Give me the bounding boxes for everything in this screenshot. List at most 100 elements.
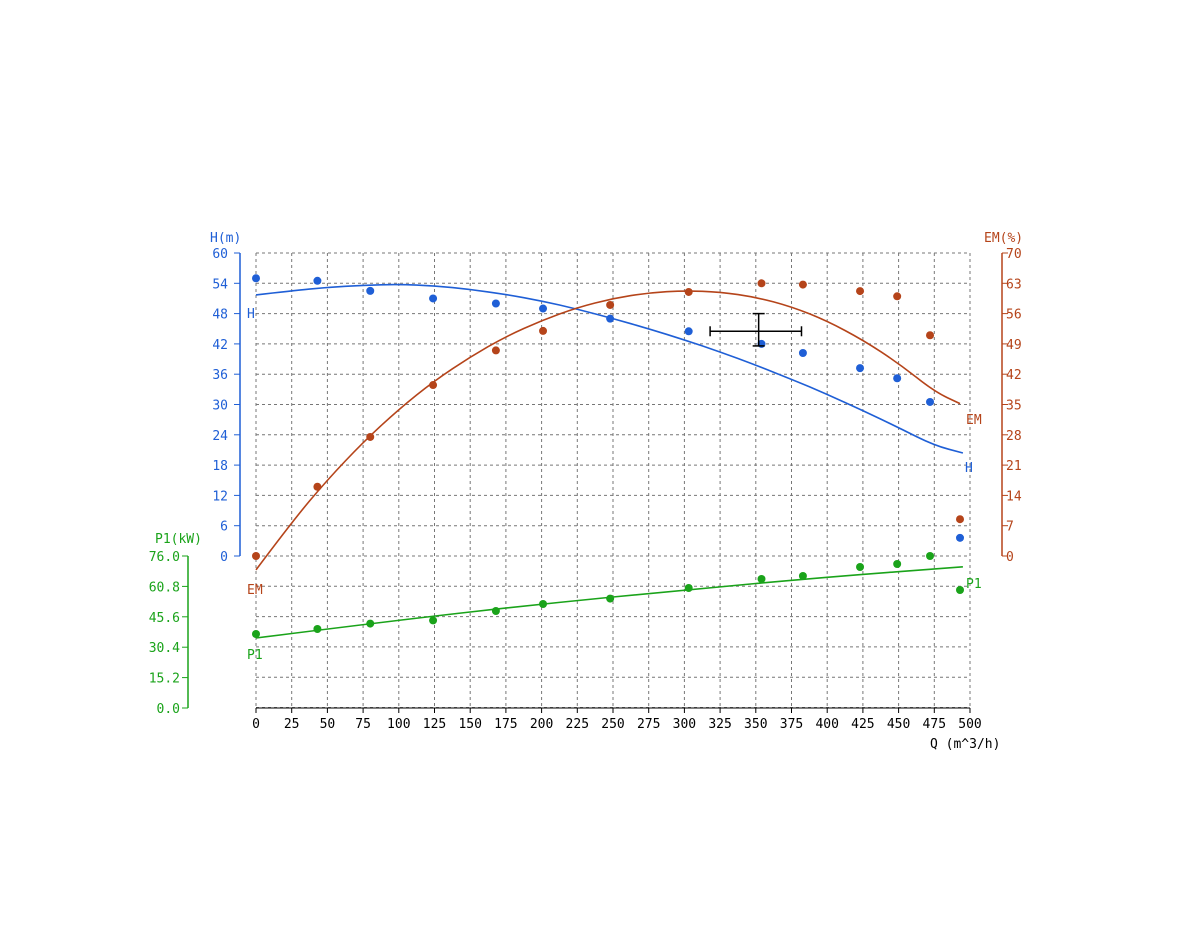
h-data-point — [313, 276, 322, 285]
h-tick-label: 54 — [212, 277, 228, 292]
p1-data-point — [429, 616, 438, 625]
p1-data-point — [956, 586, 965, 594]
p1-data-point — [366, 619, 375, 628]
h-curve-start-label: H — [247, 307, 255, 322]
em-data-point — [252, 552, 260, 560]
p1-data-point — [606, 594, 615, 603]
em-tick-label: 7 — [1006, 520, 1014, 535]
x-tick-label: 350 — [744, 717, 767, 732]
p1-axis-title: P1(kW) — [155, 532, 202, 547]
h-data-point — [252, 274, 260, 283]
h-data-point — [926, 397, 935, 406]
em-tick-label: 0 — [1006, 550, 1014, 565]
h-data-point — [429, 294, 438, 303]
em-tick-label: 56 — [1006, 308, 1022, 323]
data-points — [252, 274, 965, 638]
x-tick-label: 125 — [423, 717, 446, 732]
x-tick-label: 450 — [887, 717, 910, 732]
axis-labels: Q (m^3/h) H(m) EM(%) P1(kW) H H EM EM P1 P1 — [155, 231, 1023, 752]
p1-data-point — [893, 560, 902, 568]
h-tick-label: 36 — [212, 368, 228, 383]
p1-data-point — [313, 625, 322, 633]
em-data-point — [956, 515, 965, 524]
h-tick-label: 60 — [212, 247, 228, 262]
p1-curve-start-label: P1 — [247, 648, 263, 663]
em-curve-start-label: EM — [247, 583, 263, 598]
p1-tick-label: 0.0 — [157, 702, 180, 717]
p1-data-point — [684, 584, 693, 592]
x-tick-label: 375 — [780, 717, 803, 732]
h-tick-label: 18 — [212, 459, 228, 474]
x-tick-label: 275 — [637, 717, 660, 732]
x-tick-label: 500 — [958, 717, 981, 732]
h-data-point — [856, 364, 865, 373]
em-data-point — [491, 346, 500, 355]
em-data-point — [539, 326, 548, 335]
h-tick-label: 6 — [220, 520, 228, 535]
x-tick-label: 425 — [851, 717, 874, 732]
p1-tick-label: 45.6 — [149, 611, 180, 626]
x-tick-label: 325 — [708, 717, 731, 732]
em-data-point — [313, 482, 322, 491]
p1-curve-end-label: P1 — [966, 577, 982, 592]
h-tick-label: 30 — [212, 399, 228, 414]
x-tick-label: 50 — [320, 717, 336, 732]
p1-data-point — [798, 572, 807, 580]
x-tick-label: 150 — [458, 717, 481, 732]
em-tick-label: 14 — [1006, 489, 1022, 504]
x-tick-label: 0 — [252, 717, 260, 732]
x-tick-label: 200 — [530, 717, 553, 732]
em-data-point — [893, 292, 902, 301]
x-tick-label: 225 — [566, 717, 589, 732]
em-data-point — [684, 287, 693, 296]
h-data-point — [893, 374, 902, 383]
h-data-point — [798, 348, 807, 357]
em-data-point — [606, 300, 615, 309]
duty-point-marker — [709, 312, 803, 347]
em-data-point — [798, 280, 807, 289]
h-data-point — [956, 533, 965, 542]
h-tick-label: 12 — [212, 489, 228, 504]
p1-tick-label: 30.4 — [149, 641, 180, 656]
h-data-point — [684, 327, 693, 336]
em-data-point — [856, 287, 865, 296]
x-tick-label: 250 — [601, 717, 624, 732]
h-tick-label: 0 — [220, 550, 228, 565]
h-curve — [255, 283, 964, 454]
x-tick-label: 175 — [494, 717, 517, 732]
em-tick-label: 49 — [1006, 338, 1022, 353]
p1-data-point — [252, 630, 260, 638]
em-tick-label: 63 — [1006, 277, 1022, 292]
em-curve — [255, 290, 961, 571]
fitted-curves — [255, 283, 964, 639]
p1-tick-label: 76.0 — [149, 550, 180, 565]
em-tick-label: 70 — [1006, 247, 1022, 262]
x-tick-label: 75 — [355, 717, 371, 732]
p1-data-point — [539, 600, 548, 608]
em-data-point — [926, 331, 935, 340]
em-tick-label: 21 — [1006, 459, 1022, 474]
p1-data-point — [491, 607, 500, 615]
p1-tick-label: 60.8 — [149, 580, 180, 595]
h-data-point — [366, 286, 375, 295]
h-curve-end-label: H — [965, 461, 973, 476]
x-axis-title: Q (m^3/h) — [930, 737, 1000, 752]
p1-data-point — [926, 552, 935, 560]
axes: 0 25 50 75 100 125 150 175 200 225 250 275 300 325 350… — [149, 247, 1022, 732]
x-tick-label: 475 — [923, 717, 946, 732]
p1-tick-label: 15.2 — [149, 672, 180, 687]
em-tick-label: 35 — [1006, 399, 1022, 414]
h-data-point — [491, 299, 500, 308]
em-data-point — [429, 381, 438, 390]
em-curve-end-label: EM — [966, 413, 982, 428]
x-tick-label: 400 — [815, 717, 838, 732]
h-data-point — [606, 314, 615, 323]
p1-data-point — [757, 575, 766, 583]
x-tick-label: 100 — [387, 717, 410, 732]
em-data-point — [366, 432, 375, 441]
em-tick-label: 42 — [1006, 368, 1022, 383]
p1-data-point — [856, 563, 865, 571]
em-data-point — [757, 279, 766, 288]
em-axis-title: EM(%) — [984, 231, 1023, 246]
h-tick-label: 42 — [212, 338, 228, 353]
